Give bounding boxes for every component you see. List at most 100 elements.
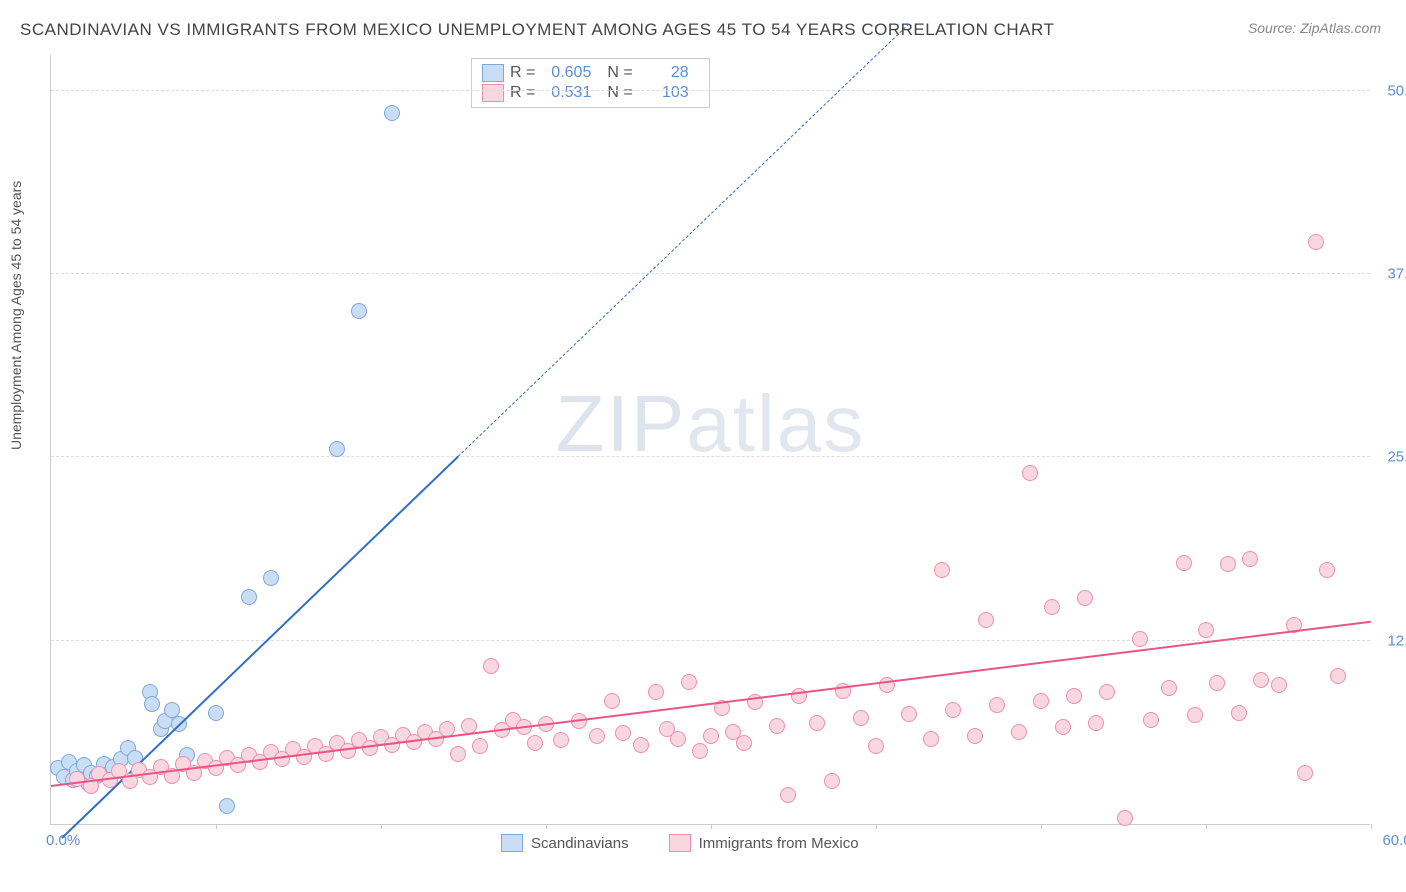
- stats-row-scandinavians: R = 0.605 N = 28: [482, 63, 699, 83]
- x-tick: [216, 824, 217, 829]
- data-point: [703, 728, 719, 744]
- data-point: [384, 105, 400, 121]
- data-point: [648, 684, 664, 700]
- data-point: [1099, 684, 1115, 700]
- gridline: [51, 273, 1370, 274]
- swatch-icon: [501, 834, 523, 852]
- data-point: [945, 702, 961, 718]
- stats-row-immigrants: R = 0.531 N = 103: [482, 83, 699, 103]
- data-point: [472, 738, 488, 754]
- data-point: [1077, 590, 1093, 606]
- chart-title: SCANDINAVIAN VS IMMIGRANTS FROM MEXICO U…: [20, 20, 1054, 40]
- x-tick: [876, 824, 877, 829]
- x-tick: [1206, 824, 1207, 829]
- data-point: [351, 303, 367, 319]
- data-point: [1209, 675, 1225, 691]
- y-tick-label: 25.0%: [1387, 449, 1406, 466]
- data-point: [1242, 551, 1258, 567]
- data-point: [868, 738, 884, 754]
- gridline: [51, 640, 1370, 641]
- data-point: [853, 710, 869, 726]
- stats-legend-box: R = 0.605 N = 28 R = 0.531 N = 103: [471, 58, 710, 108]
- data-point: [809, 715, 825, 731]
- swatch-icon: [482, 64, 504, 82]
- data-point: [1253, 672, 1269, 688]
- data-point: [1319, 562, 1335, 578]
- data-point: [736, 735, 752, 751]
- data-point: [263, 570, 279, 586]
- data-point: [589, 728, 605, 744]
- scatter-chart: ZIPatlas R = 0.605 N = 28 R = 0.531 N = …: [50, 55, 1370, 825]
- data-point: [553, 732, 569, 748]
- data-point: [483, 658, 499, 674]
- n-label: N =: [607, 64, 632, 82]
- data-point: [923, 731, 939, 747]
- gridline: [51, 90, 1370, 91]
- y-tick-label: 37.5%: [1387, 266, 1406, 283]
- data-point: [1187, 707, 1203, 723]
- data-point: [1055, 719, 1071, 735]
- y-tick-label: 12.5%: [1387, 632, 1406, 649]
- data-point: [879, 677, 895, 693]
- data-point: [1066, 688, 1082, 704]
- data-point: [1330, 668, 1346, 684]
- data-point: [989, 697, 1005, 713]
- data-point: [967, 728, 983, 744]
- data-point: [1297, 765, 1313, 781]
- swatch-icon: [669, 834, 691, 852]
- legend-label: Scandinavians: [531, 835, 629, 852]
- data-point: [219, 798, 235, 814]
- data-point: [670, 731, 686, 747]
- y-axis-label: Unemployment Among Ages 45 to 54 years: [8, 181, 24, 450]
- n-value: 103: [639, 84, 689, 102]
- data-point: [692, 743, 708, 759]
- data-point: [164, 702, 180, 718]
- data-point: [241, 589, 257, 605]
- data-point: [780, 787, 796, 803]
- source-attribution: Source: ZipAtlas.com: [1248, 20, 1381, 36]
- legend-item-scandinavians: Scandinavians: [501, 834, 629, 852]
- data-point: [1143, 712, 1159, 728]
- data-point: [1022, 465, 1038, 481]
- data-point: [144, 696, 160, 712]
- data-point: [1132, 631, 1148, 647]
- data-point: [208, 705, 224, 721]
- data-point: [1161, 680, 1177, 696]
- data-point: [604, 693, 620, 709]
- data-point: [824, 773, 840, 789]
- data-point: [1117, 810, 1133, 826]
- data-point: [1271, 677, 1287, 693]
- gridline: [51, 456, 1370, 457]
- data-point: [615, 725, 631, 741]
- x-max-label: 60.0%: [1382, 832, 1406, 849]
- data-point: [1176, 555, 1192, 571]
- x-tick: [1371, 824, 1372, 829]
- r-label: R =: [510, 84, 535, 102]
- legend-item-immigrants: Immigrants from Mexico: [669, 834, 859, 852]
- swatch-icon: [482, 84, 504, 102]
- data-point: [1033, 693, 1049, 709]
- data-point: [1220, 556, 1236, 572]
- data-point: [450, 746, 466, 762]
- data-point: [1011, 724, 1027, 740]
- data-point: [1231, 705, 1247, 721]
- legend-label: Immigrants from Mexico: [699, 835, 859, 852]
- x-tick: [711, 824, 712, 829]
- r-label: R =: [510, 64, 535, 82]
- data-point: [1088, 715, 1104, 731]
- data-point: [1308, 234, 1324, 250]
- r-value: 0.605: [541, 64, 591, 82]
- n-value: 28: [639, 64, 689, 82]
- x-tick: [1041, 824, 1042, 829]
- data-point: [1198, 622, 1214, 638]
- data-point: [901, 706, 917, 722]
- x-tick: [381, 824, 382, 829]
- data-point: [769, 718, 785, 734]
- data-point: [329, 441, 345, 457]
- data-point: [978, 612, 994, 628]
- n-label: N =: [607, 84, 632, 102]
- r-value: 0.531: [541, 84, 591, 102]
- x-tick: [546, 824, 547, 829]
- series-legend: Scandinavians Immigrants from Mexico: [501, 834, 859, 852]
- data-point: [633, 737, 649, 753]
